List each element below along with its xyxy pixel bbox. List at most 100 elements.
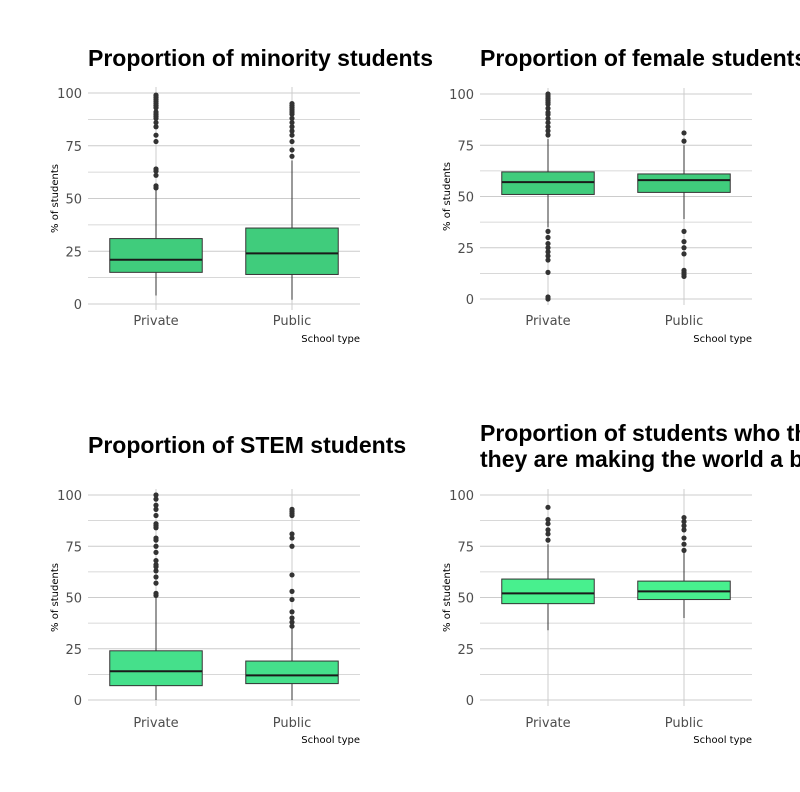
- box-public: [637, 130, 731, 280]
- y-axis-label: % of students: [50, 164, 61, 233]
- outlier-point: [289, 609, 295, 615]
- outlier-point: [153, 512, 159, 519]
- outlier-point: [153, 166, 159, 172]
- outlier-point: [545, 132, 551, 138]
- box-private: [109, 492, 203, 700]
- chart-title: Proportion of STEM students: [88, 432, 406, 458]
- outlier-point: [153, 92, 159, 98]
- outlier-point: [545, 120, 551, 126]
- y-tick-label: 0: [74, 298, 82, 313]
- outlier-point: [681, 547, 687, 553]
- outlier-point: [545, 249, 551, 255]
- chart-panel-3: 0 25 50 75 100 Private Public School type % of s…: [50, 432, 406, 746]
- box-public: [245, 506, 339, 700]
- outlier-point: [681, 514, 687, 521]
- x-tick-label: Private: [525, 314, 570, 329]
- outlier-point: [289, 615, 295, 621]
- x-tick-label: Public: [665, 716, 703, 731]
- chart-panel-1: 0 25 50 75 100 Private Public School type % of s…: [50, 45, 433, 345]
- outlier-point: [545, 517, 551, 523]
- outlier-point: [289, 619, 295, 625]
- chart-panel-2: 0 25 50 75 100 Private Public School type % of s…: [442, 45, 800, 345]
- y-tick-label: 25: [65, 643, 82, 658]
- outlier-point: [289, 531, 295, 537]
- outlier-point: [681, 527, 687, 533]
- y-tick-label: 25: [457, 643, 474, 658]
- outlier-point: [545, 124, 551, 130]
- outlier-point: [153, 138, 159, 145]
- outlier-point: [289, 506, 295, 512]
- y-tick-label: 100: [449, 489, 474, 504]
- outlier-point: [153, 492, 159, 498]
- outlier-point: [153, 496, 159, 502]
- outlier-point: [545, 537, 551, 543]
- outlier-point: [289, 100, 295, 107]
- y-tick-label: 50: [457, 191, 474, 206]
- outlier-point: [545, 245, 551, 251]
- outlier-point: [153, 521, 159, 527]
- x-axis-label: School type: [301, 735, 360, 746]
- outlier-point: [153, 558, 159, 564]
- outlier-point: [545, 294, 551, 300]
- y-tick-label: 75: [457, 139, 474, 154]
- outlier-point: [545, 253, 551, 259]
- outlier-point: [153, 124, 159, 130]
- box-private: [109, 92, 203, 296]
- outlier-point: [153, 562, 159, 568]
- outlier-point: [289, 623, 295, 629]
- box-private: [501, 504, 595, 631]
- outlier-point: [289, 588, 295, 594]
- x-axis-label: School type: [301, 334, 360, 345]
- outlier-point: [681, 267, 687, 273]
- box-iqr: [245, 660, 339, 685]
- chart-title: Proportion of female students: [480, 45, 800, 71]
- outlier-point: [545, 234, 551, 241]
- outlier-point: [545, 527, 551, 533]
- outlier-point: [153, 590, 159, 597]
- box-public: [637, 514, 731, 618]
- y-tick-label: 0: [466, 694, 474, 709]
- box-iqr: [501, 171, 595, 195]
- y-tick-label: 0: [74, 694, 82, 709]
- outlier-point: [545, 128, 551, 134]
- outlier-point: [153, 109, 159, 115]
- outlier-point: [545, 91, 551, 97]
- outlier-point: [545, 228, 551, 234]
- y-tick-label: 75: [457, 540, 474, 555]
- outlier-point: [681, 519, 687, 525]
- outlier-point: [545, 105, 551, 111]
- outlier-point: [289, 153, 295, 159]
- y-tick-label: 75: [65, 140, 82, 155]
- box-iqr: [109, 650, 203, 687]
- outlier-point: [545, 269, 551, 275]
- outlier-point: [289, 596, 295, 603]
- outlier-point: [545, 116, 551, 122]
- y-tick-label: 0: [466, 293, 474, 308]
- chart-title: they are making the world a bette: [480, 446, 800, 472]
- y-tick-label: 100: [57, 87, 82, 102]
- outlier-point: [153, 119, 159, 126]
- outlier-point: [153, 580, 159, 586]
- outlier-point: [289, 119, 295, 126]
- outlier-point: [681, 239, 687, 245]
- y-axis-label: % of students: [442, 162, 453, 231]
- x-axis-label: School type: [693, 735, 752, 746]
- outlier-point: [153, 574, 159, 580]
- x-tick-label: Private: [133, 314, 178, 329]
- outlier-point: [681, 523, 687, 529]
- outlier-point: [289, 543, 295, 549]
- outlier-point: [153, 172, 159, 178]
- y-tick-label: 100: [449, 88, 474, 103]
- outlier-point: [545, 521, 551, 527]
- y-axis-label: % of students: [442, 563, 453, 632]
- outlier-point: [289, 128, 295, 134]
- outlier-point: [681, 541, 687, 547]
- outlier-point: [681, 251, 687, 257]
- outlier-point: [289, 124, 295, 130]
- box-iqr: [109, 238, 203, 273]
- outlier-point: [289, 147, 295, 153]
- y-tick-label: 50: [457, 592, 474, 607]
- chart-panel-4: 0 25 50 75 100 Private Public School type % of s…: [442, 420, 800, 746]
- box-private: [501, 91, 595, 302]
- outlier-point: [545, 109, 551, 116]
